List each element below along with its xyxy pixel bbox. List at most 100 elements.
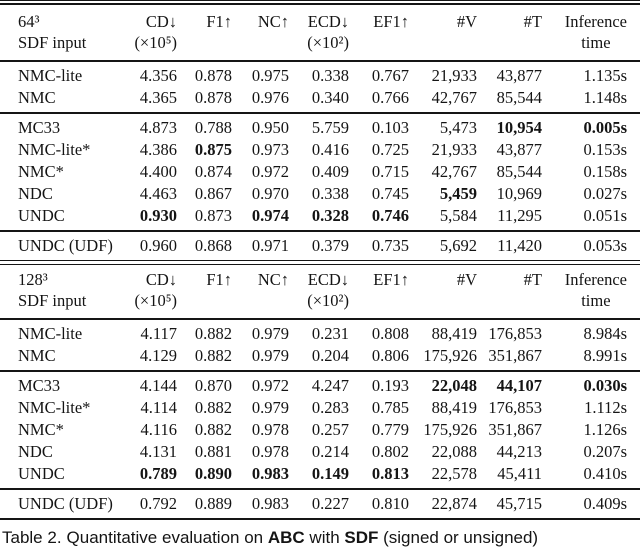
table-row: NMC-lite 4.356 0.878 0.975 0.338 0.767 21,933 4… [0,65,640,87]
cell-inference-time: 0.027s [583,184,627,203]
header-col-cd: CD↓ (×10⁵) [130,11,177,53]
row-label: NDC [18,184,53,203]
header-scale-label [232,290,289,311]
header-col-text: F1↑ [177,11,232,53]
row-label: UNDC (UDF) [18,494,113,513]
cell-inference-time: 0.053s [583,236,627,255]
quant-table-64: 64³ SDF input CD↓ (×10⁵) F1↑ NC↑ ECD↓ (×10²) E… [0,0,640,265]
cell-inference-time: 0.153s [583,140,627,159]
cell-ef1: 0.745 [371,184,409,203]
cell-inference-time: 0.158s [583,162,627,181]
header-metric-label: F1↑ [206,270,232,289]
cell-inference-time: 0.207s [583,442,627,461]
row-label: MC33 [18,118,61,137]
cell-f1: 0.867 [194,184,232,203]
cell-num-v: 21,933 [431,66,477,85]
header-metric-label: #V [456,12,477,31]
caption-dataset-name: ABC [267,528,305,547]
cell-f1: 0.882 [194,398,232,417]
cell-ef1: 0.735 [371,236,409,255]
header-col-ef1: EF1↑ [349,269,409,311]
cell-cd: 4.144 [139,376,177,395]
header-rule [0,60,640,62]
cell-ecd: 0.149 [311,464,349,483]
cell-ecd: 4.247 [311,376,349,395]
cell-ef1: 0.806 [371,346,409,365]
cell-num-v: 42,767 [431,88,477,107]
table-row: NMC-lite* 4.114 0.882 0.979 0.283 0.785 88,419… [0,397,640,419]
header-col-ef1: EF1↑ [349,11,409,53]
cell-f1: 0.889 [194,494,232,513]
cell-ef1: 0.746 [371,206,409,225]
group-rule [0,370,640,372]
input-type-label: SDF input [18,33,87,52]
header-metric-label: Inference [564,270,627,289]
cell-ef1: 0.785 [371,398,409,417]
cell-num-t: 43,877 [496,140,542,159]
header-col-text: CD↓ (×10⁵) [130,11,177,53]
header-row: 128³ SDF input CD↓ (×10⁵) F1↑ NC↑ ECD↓ (×10²)… [0,265,640,315]
cell-ef1: 0.103 [371,118,409,137]
cell-cd: 4.400 [139,162,177,181]
header-scale-label: (×10⁵) [134,33,177,52]
cell-ecd: 0.214 [311,442,349,461]
cell-num-t: 44,107 [496,376,542,395]
cell-inference-time: 1.126s [583,420,627,439]
cell-num-v: 175,926 [423,420,477,439]
cell-nc: 0.971 [251,236,289,255]
header-col-text: #T [477,11,542,53]
header-scale-label [477,290,542,311]
caption-text-1: Quantitative evaluation on [66,528,268,547]
table-row: MC33 4.144 0.870 0.972 4.247 0.193 22,048 44,10… [0,375,640,397]
cell-nc: 0.979 [251,324,289,343]
cell-num-t: 85,544 [496,88,542,107]
header-scale-label [232,32,289,53]
cell-cd: 4.356 [139,66,177,85]
cell-inference-time: 0.005s [583,118,627,137]
table-row: NMC* 4.116 0.882 0.978 0.257 0.779 175,926 351,… [0,419,640,441]
header-scale-label: (×10²) [307,33,349,52]
header-col-ecd: ECD↓ (×10²) [289,269,349,311]
header-col-cd: CD↓ (×10⁵) [130,269,177,311]
cell-inference-time: 0.051s [583,206,627,225]
cell-num-v: 5,459 [439,184,477,203]
cell-ef1: 0.767 [371,66,409,85]
caption-text-3: (signed or unsigned) [378,528,539,547]
cell-ecd: 0.257 [311,420,349,439]
cell-ef1: 0.766 [371,88,409,107]
header-col-text: EF1↑ [349,269,409,311]
header-scale-label [349,32,409,53]
row-label: NMC-lite [18,324,83,343]
table-row: UNDC (UDF) 0.960 0.868 0.971 0.379 0.735 5,692… [0,235,640,257]
cell-num-v: 175,926 [423,346,477,365]
cell-ecd: 0.340 [311,88,349,107]
cell-ef1: 0.810 [371,494,409,513]
cell-ecd: 0.283 [311,398,349,417]
row-label: UNDC (UDF) [18,236,113,255]
cell-ecd: 0.204 [311,346,349,365]
cell-f1: 0.875 [194,140,232,159]
table-caption: Table 2. Quantitative evaluation on ABC w… [2,527,640,549]
cell-ecd: 5.759 [311,118,349,137]
group-rule [0,230,640,232]
cell-cd: 4.114 [140,398,177,417]
header-col-text: F1↑ [177,269,232,311]
table-row: NDC 4.131 0.881 0.978 0.214 0.802 22,088 44,213… [0,441,640,463]
header-col-ecd: ECD↓ (×10²) [289,11,349,53]
header-metric-label: NC↑ [257,270,289,289]
cell-cd: 4.365 [139,88,177,107]
cell-cd: 4.131 [139,442,177,461]
table-row: UNDC 0.930 0.873 0.974 0.328 0.746 5,584 11,295… [0,205,640,227]
cell-nc: 0.983 [251,494,289,513]
cell-ecd: 0.416 [311,140,349,159]
cell-inference-time: 0.030s [583,376,627,395]
cell-nc: 0.979 [251,346,289,365]
cell-ecd: 0.409 [311,162,349,181]
cell-nc: 0.979 [251,398,289,417]
group-rule [0,488,640,490]
cell-nc: 0.978 [251,442,289,461]
header-scale-label [409,290,477,311]
cell-num-v: 5,473 [439,118,477,137]
header-col-nc: NC↑ [232,11,289,53]
row-label: UNDC [18,464,65,483]
